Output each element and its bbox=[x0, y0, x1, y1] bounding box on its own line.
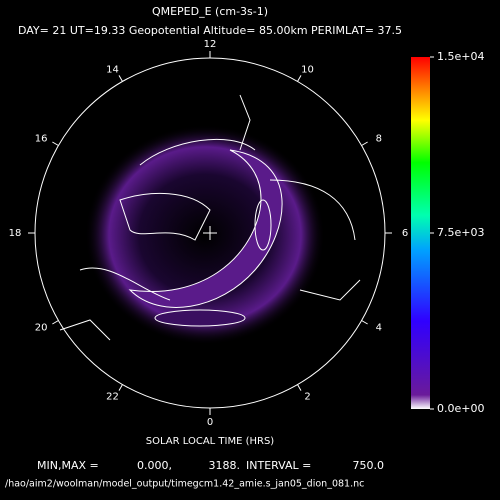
hour-tick bbox=[361, 141, 368, 146]
coastline bbox=[59, 94, 361, 341]
hour-label: 10 bbox=[301, 64, 314, 75]
hour-label: 2 bbox=[304, 392, 310, 403]
title: QMEPED_E (cm-3s-1) bbox=[152, 5, 268, 18]
hour-tick bbox=[361, 320, 368, 325]
axis-label: SOLAR LOCAL TIME (HRS) bbox=[146, 436, 275, 447]
contour bbox=[154, 309, 246, 327]
contour bbox=[254, 199, 272, 251]
hour-label: 12 bbox=[204, 39, 217, 50]
pole-marker bbox=[203, 226, 217, 240]
hour-label: 14 bbox=[106, 64, 119, 75]
hour-label: 8 bbox=[376, 134, 382, 145]
hour-label: 0 bbox=[207, 417, 213, 428]
hour-tick bbox=[118, 75, 123, 82]
stat: 750.0 bbox=[353, 459, 385, 472]
hour-label: 22 bbox=[106, 392, 119, 403]
stat: 0.000, bbox=[137, 459, 172, 472]
stat: INTERVAL = bbox=[246, 459, 311, 472]
hour-label: 6 bbox=[402, 228, 408, 239]
colorbar bbox=[411, 57, 430, 409]
colorbar-label: 7.5e+03 bbox=[437, 226, 484, 239]
colorbar-label: 0.0e+00 bbox=[437, 402, 484, 415]
hour-label: 18 bbox=[9, 228, 22, 239]
hour-label: 20 bbox=[35, 323, 48, 334]
stats: MIN,MAX = 0.000, 3188. INTERVAL = 750.0 bbox=[37, 459, 384, 472]
colorbar-label: 1.5e+04 bbox=[437, 50, 484, 63]
subtitle: DAY= 21 UT=19.33 Geopotential Altitude= … bbox=[18, 24, 402, 37]
contour bbox=[128, 149, 283, 308]
hour-tick bbox=[52, 141, 59, 146]
hour-tick bbox=[118, 384, 123, 391]
hour-label: 4 bbox=[376, 323, 382, 334]
polar-plot bbox=[34, 57, 386, 409]
hour-tick bbox=[52, 320, 59, 325]
hour-tick bbox=[297, 384, 302, 391]
hour-label: 16 bbox=[35, 134, 48, 145]
stat: MIN,MAX = bbox=[37, 459, 99, 472]
file-path: /hao/aim2/woolman/model_output/timegcm1.… bbox=[5, 479, 364, 490]
hour-tick bbox=[297, 75, 302, 82]
stat: 3188. bbox=[209, 459, 241, 472]
